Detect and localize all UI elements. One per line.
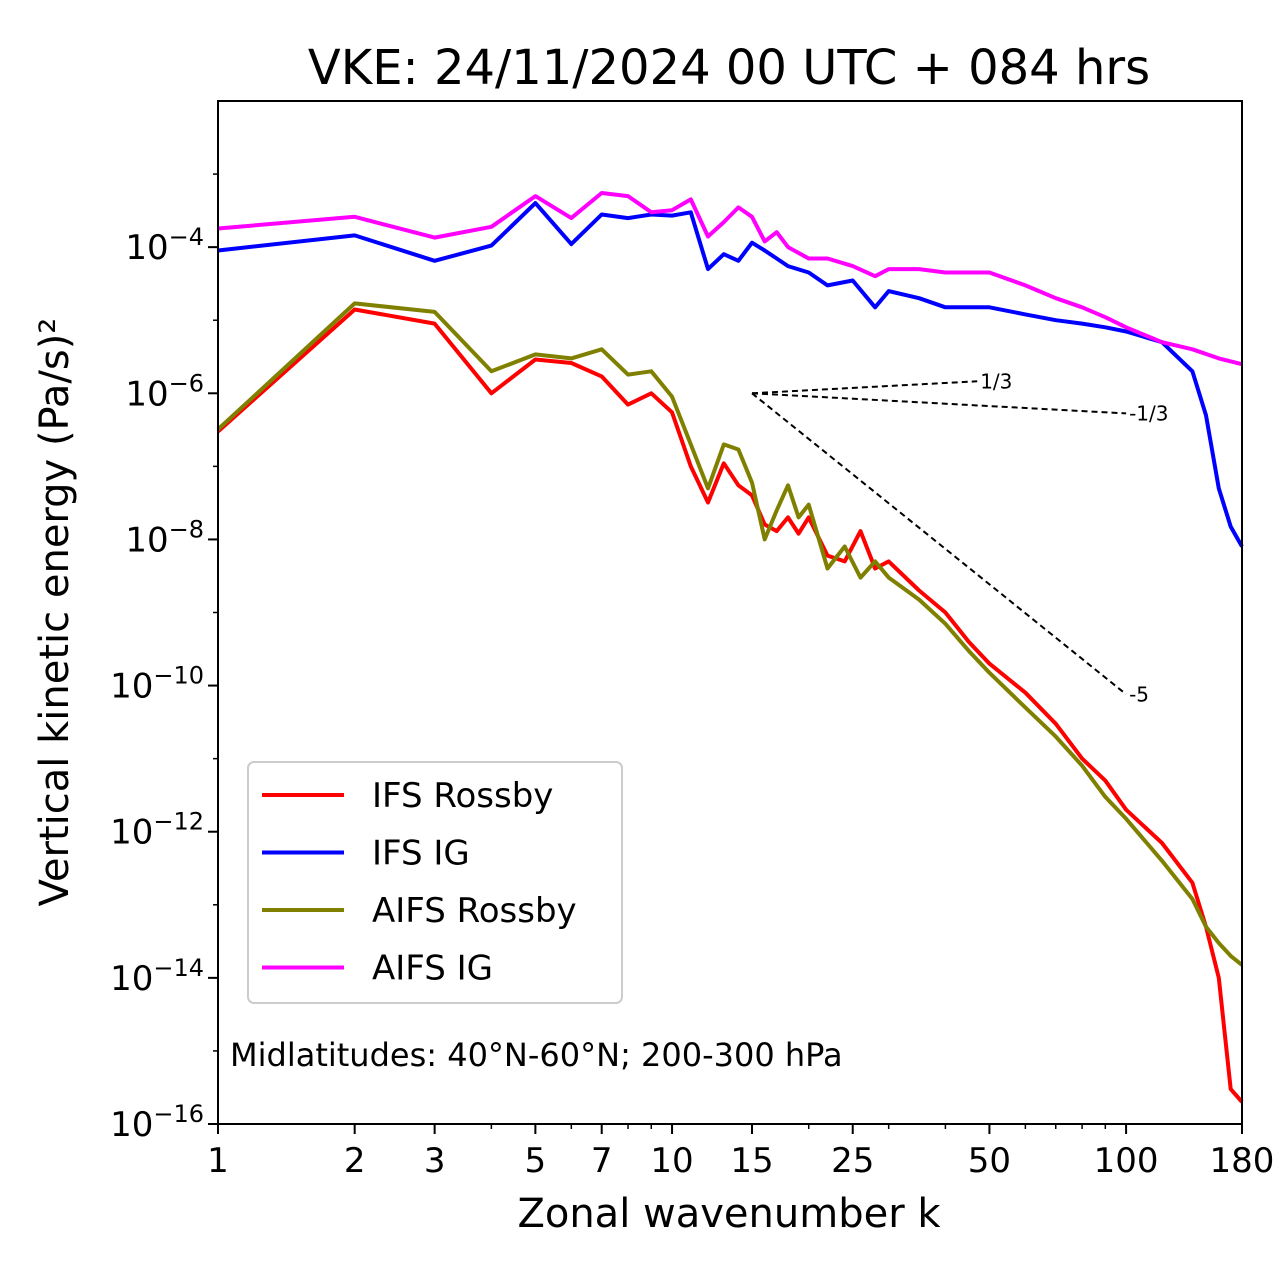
y-tick-label: 10−6: [125, 369, 204, 414]
x-tick-label: 5: [525, 1141, 547, 1181]
x-tick-label: 100: [1094, 1141, 1159, 1181]
legend-label: AIFS Rossby: [372, 891, 577, 931]
x-tick-label: 3: [424, 1141, 446, 1181]
y-tick-label: 10−12: [110, 808, 204, 853]
y-tick-label: 10−16: [110, 1100, 204, 1145]
x-tick-label: 2: [344, 1141, 366, 1181]
plot-lines: [216, 191, 1244, 1104]
reference-line-label-2: -5: [1129, 682, 1149, 706]
y-tick-label: 10−8: [125, 515, 204, 560]
series-line-ifs-ig: [217, 201, 1244, 548]
x-axis-label: Zonal wavenumber k: [517, 1191, 941, 1237]
x-tick-label: 7: [591, 1141, 613, 1181]
x-tick-label: 180: [1210, 1141, 1275, 1181]
legend-label: IFS Rossby: [372, 776, 553, 816]
y-tick-label: 10−10: [110, 662, 204, 707]
reference-line-2: [751, 392, 1127, 696]
legend-box: [247, 761, 623, 1004]
y-tick-label: 10−4: [125, 223, 204, 268]
reference-line-label-1: -1/3: [1129, 401, 1168, 425]
legend: IFS Rossby IFS IG AIFS Rossby AIFS IG: [247, 761, 623, 1004]
x-tick-label: 15: [730, 1141, 773, 1181]
reference-line-label-0: 1/3: [980, 369, 1012, 393]
chart-title: VKE: 24/11/2024 00 UTC + 084 hrs: [308, 40, 1150, 96]
x-tick-label: 10: [650, 1141, 693, 1181]
y-axis-ticks: 10−4 10−6 10−8 10−10 10−12 10−14 10−16: [110, 173, 218, 1145]
reference-line-0: [751, 380, 978, 395]
y-axis-label: Vertical kinetic energy (Pa/s)²: [32, 318, 78, 907]
region-annotation: Midlatitudes: 40°N-60°N; 200-300 hPa: [230, 1036, 843, 1074]
series-line-aifs-ig: [217, 191, 1243, 367]
reference-line-1: [751, 392, 1127, 415]
x-axis-ticks: 1 2 3 5 7 10 15 25 50 100 180: [207, 1124, 1274, 1181]
series-line-aifs-rossby: [216, 301, 1244, 967]
y-tick-label: 10−14: [110, 954, 204, 999]
x-tick-label: 1: [207, 1141, 229, 1181]
legend-label: IFS IG: [372, 834, 470, 874]
x-tick-label: 50: [968, 1141, 1011, 1181]
reference-slope-lines: 1/3 -1/3 -5: [751, 369, 1169, 706]
legend-label: AIFS IG: [372, 949, 493, 989]
x-tick-label: 25: [831, 1141, 874, 1181]
